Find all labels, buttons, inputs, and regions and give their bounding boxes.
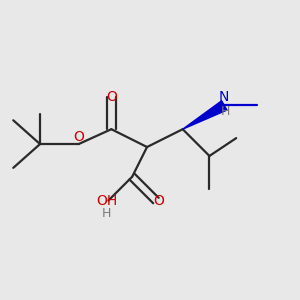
Polygon shape: [183, 101, 227, 129]
Text: O: O: [106, 89, 117, 103]
Text: H: H: [102, 206, 112, 220]
Text: OH: OH: [96, 194, 118, 208]
Text: H: H: [221, 106, 230, 118]
Text: N: N: [219, 90, 230, 104]
Text: O: O: [73, 130, 84, 144]
Text: O: O: [154, 194, 164, 208]
